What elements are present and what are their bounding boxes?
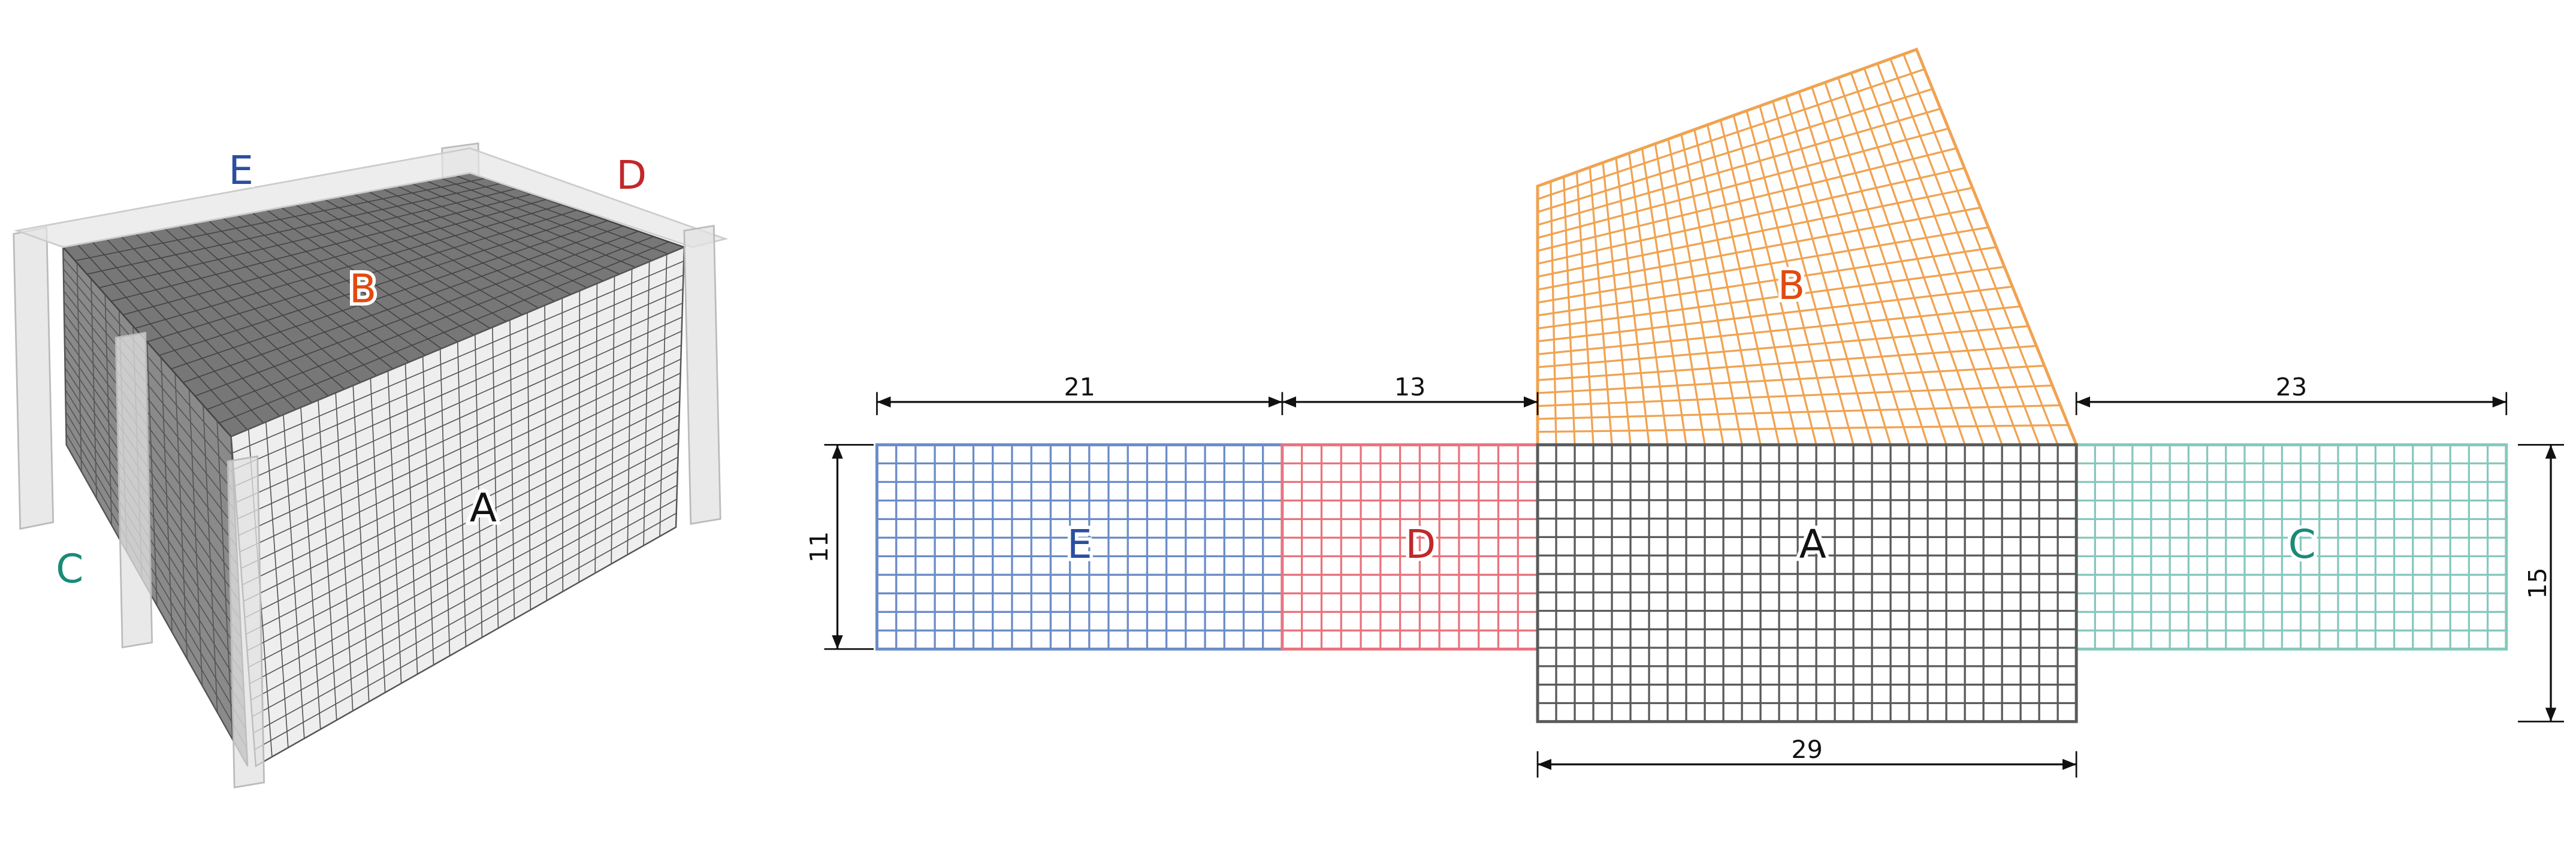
face-d-grid [1281, 443, 1539, 650]
face-e: E [1067, 521, 1092, 567]
dimension-label: 29 [1791, 735, 1822, 764]
face-c: C [2288, 521, 2316, 567]
box-left-grid [62, 246, 249, 766]
box-3d [13, 142, 729, 788]
face-e-grid [875, 443, 1284, 650]
label-b: B [349, 266, 376, 312]
dimension-label: 11 [805, 531, 833, 563]
dimension-label: 23 [2276, 373, 2307, 401]
face-d: D [1405, 521, 1436, 567]
label-c: C [56, 546, 83, 592]
face-b: B [1778, 262, 1805, 309]
dimension-label: 13 [1394, 373, 1426, 401]
post [114, 331, 153, 649]
labels: E D B A C E D A C B [53, 144, 2320, 595]
post [227, 455, 265, 788]
face-b-grid [1536, 48, 2077, 446]
dimension-label: 15 [2523, 567, 2552, 599]
face-a: A [1799, 521, 1826, 567]
dimension-label: 21 [1064, 373, 1095, 401]
post [13, 226, 55, 530]
label-e: E [228, 147, 253, 194]
face-a-face [1536, 443, 2078, 723]
face-a-grid [1536, 443, 2077, 723]
label-d: D [616, 152, 647, 198]
post [683, 225, 721, 525]
label-a: A [470, 485, 497, 531]
net: 21 13 23 11 15 29 [805, 47, 2565, 778]
